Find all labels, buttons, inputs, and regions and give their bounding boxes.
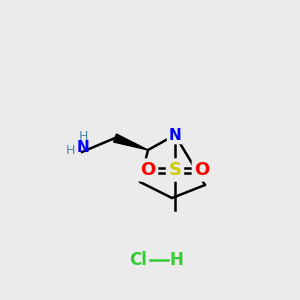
- Text: H: H: [65, 145, 75, 158]
- Text: H: H: [169, 251, 183, 269]
- Polygon shape: [114, 134, 148, 150]
- Text: S: S: [169, 161, 182, 179]
- Text: O: O: [194, 161, 210, 179]
- Text: N: N: [169, 128, 182, 142]
- Text: N: N: [76, 140, 89, 154]
- Text: H: H: [78, 130, 88, 142]
- Text: O: O: [140, 161, 156, 179]
- Text: Cl: Cl: [129, 251, 147, 269]
